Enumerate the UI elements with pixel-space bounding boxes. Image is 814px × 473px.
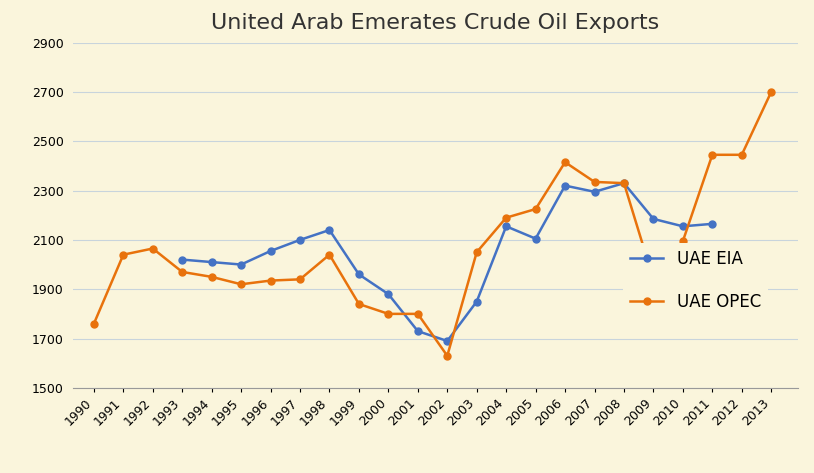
UAE OPEC: [649, 277, 659, 282]
UAE EIA: [207, 259, 217, 265]
Line: UAE OPEC: UAE OPEC: [90, 88, 775, 359]
UAE EIA: [589, 189, 599, 194]
UAE OPEC: [678, 238, 688, 244]
UAE EIA: [560, 183, 570, 188]
Legend: UAE EIA, UAE OPEC: UAE EIA, UAE OPEC: [624, 243, 768, 317]
UAE EIA: [383, 291, 393, 297]
Title: United Arab Emerates Crude Oil Exports: United Arab Emerates Crude Oil Exports: [212, 13, 659, 33]
UAE OPEC: [325, 252, 335, 257]
UAE OPEC: [589, 179, 599, 185]
UAE EIA: [472, 299, 482, 305]
UAE EIA: [295, 237, 305, 243]
UAE OPEC: [295, 277, 305, 282]
UAE OPEC: [472, 249, 482, 255]
UAE OPEC: [148, 245, 158, 251]
UAE EIA: [619, 180, 629, 186]
UAE EIA: [442, 338, 452, 344]
UAE OPEC: [177, 269, 187, 275]
UAE EIA: [501, 223, 511, 229]
UAE OPEC: [265, 278, 275, 283]
UAE EIA: [354, 272, 364, 277]
UAE OPEC: [501, 215, 511, 220]
UAE EIA: [649, 216, 659, 222]
UAE OPEC: [89, 321, 98, 326]
UAE OPEC: [207, 274, 217, 280]
UAE OPEC: [737, 152, 746, 158]
UAE OPEC: [531, 206, 540, 212]
UAE EIA: [413, 328, 422, 334]
UAE OPEC: [383, 311, 393, 317]
UAE OPEC: [619, 180, 629, 186]
UAE OPEC: [560, 159, 570, 165]
UAE EIA: [531, 236, 540, 242]
UAE EIA: [265, 248, 275, 254]
UAE OPEC: [236, 281, 246, 287]
UAE EIA: [707, 221, 717, 227]
UAE EIA: [678, 223, 688, 229]
UAE EIA: [177, 257, 187, 263]
UAE OPEC: [413, 311, 422, 317]
Line: UAE EIA: UAE EIA: [179, 180, 716, 344]
UAE OPEC: [707, 152, 717, 158]
UAE OPEC: [766, 89, 776, 95]
UAE OPEC: [119, 252, 129, 257]
UAE OPEC: [442, 353, 452, 359]
UAE OPEC: [354, 301, 364, 307]
UAE EIA: [236, 262, 246, 267]
UAE EIA: [325, 227, 335, 233]
